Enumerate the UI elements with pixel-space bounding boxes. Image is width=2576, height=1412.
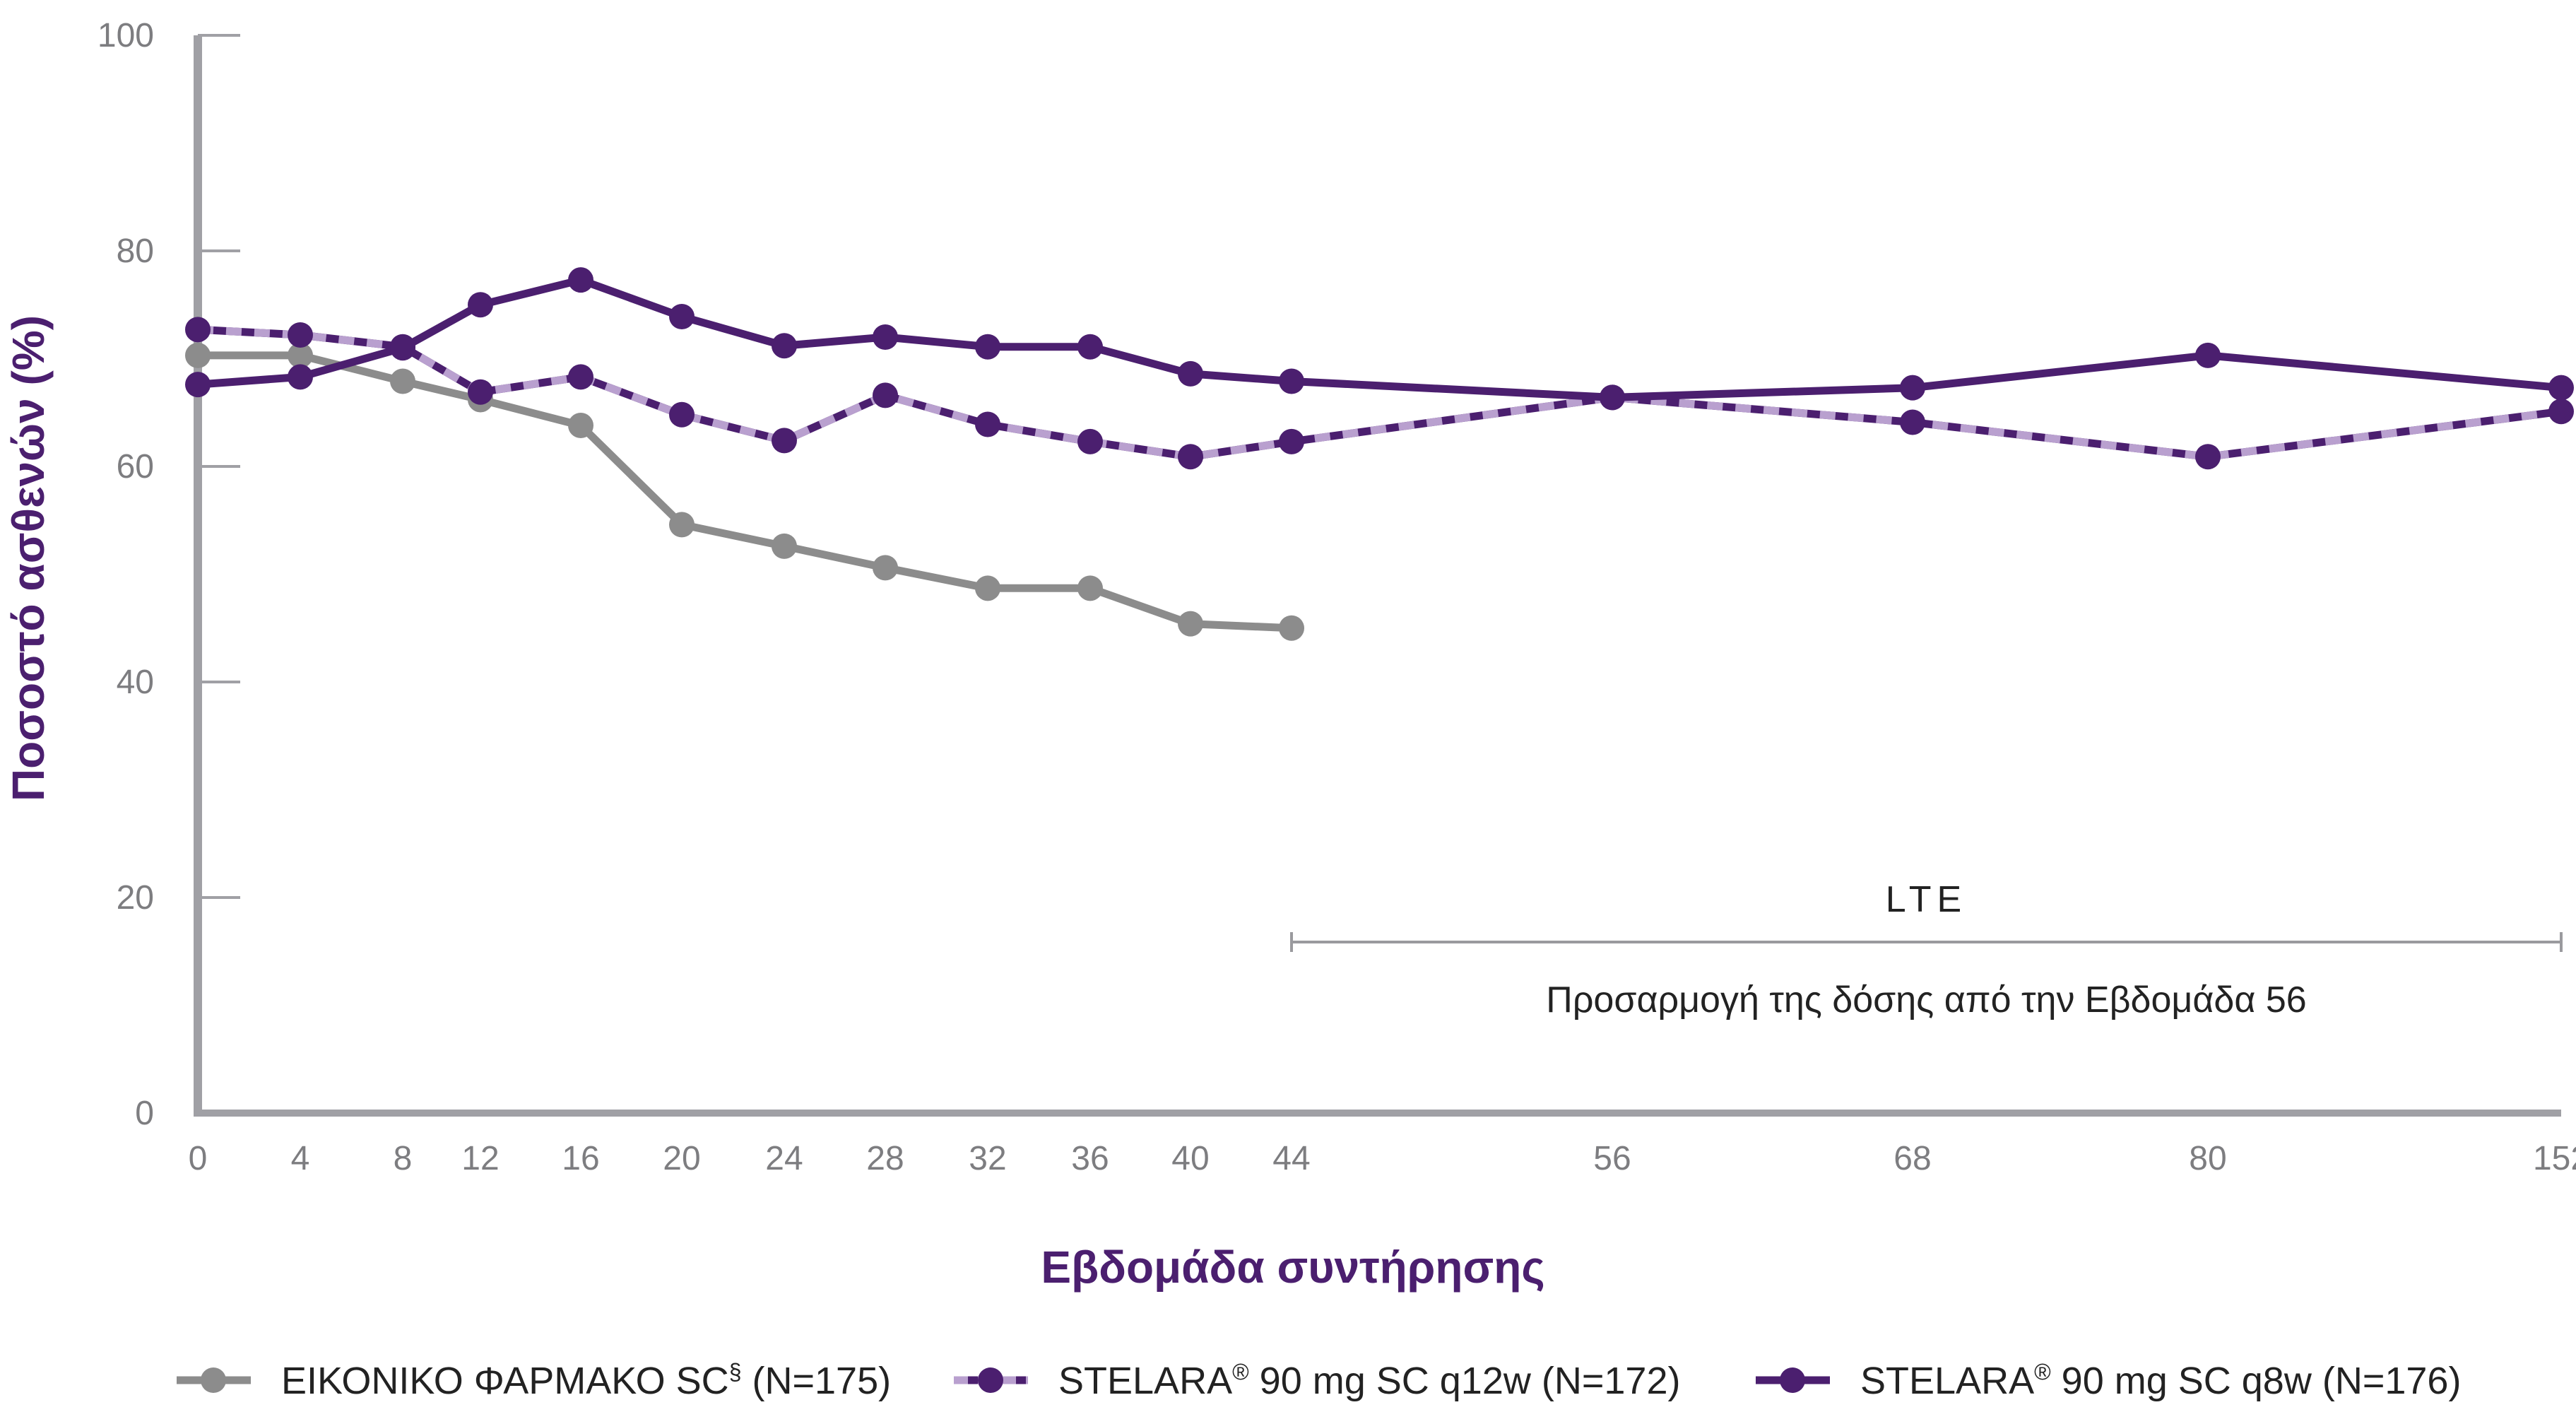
data-point xyxy=(2195,444,2221,470)
data-point xyxy=(1900,375,1925,401)
dose-adjustment-note: Προσαρμογή της δόσης από την Εβδομάδα 56 xyxy=(1546,979,2306,1020)
data-point xyxy=(873,382,898,408)
legend-label-0: ΕΙΚΟΝΙΚΟ ΦΑΡΜΑΚΟ SC§ (N=175) xyxy=(281,1359,891,1402)
legend-item-0: ΕΙΚΟΝΙΚΟ ΦΑΡΜΑΚΟ SC§ (N=175) xyxy=(177,1359,891,1402)
data-point xyxy=(1279,368,1304,394)
x-tick-label-40: 40 xyxy=(1171,1140,1209,1177)
data-point xyxy=(288,364,313,390)
data-point xyxy=(185,342,211,368)
data-point xyxy=(568,413,593,439)
data-point xyxy=(568,267,593,293)
data-point xyxy=(1279,428,1304,454)
data-point xyxy=(568,364,593,390)
x-tick-label-16: 16 xyxy=(562,1140,599,1177)
data-point xyxy=(185,372,211,398)
data-point xyxy=(873,555,898,581)
y-tick-marks xyxy=(198,34,240,899)
data-point xyxy=(975,334,1000,360)
data-point xyxy=(288,342,313,368)
data-point xyxy=(1600,384,1625,411)
x-tick-label-24: 24 xyxy=(765,1140,803,1177)
x-tick-labels: 0 4 8 12 16 20 24 28 32 36 40 44 56 68 80 152 xyxy=(189,1140,2576,1177)
legend-swatch-marker xyxy=(1780,1367,1805,1393)
data-point xyxy=(1077,575,1103,601)
data-point xyxy=(390,335,415,361)
series-layer xyxy=(185,267,2574,641)
x-tick-label-8: 8 xyxy=(394,1140,413,1177)
x-tick-label-152: 152 xyxy=(2533,1140,2576,1177)
legend-label-2: STELARA® 90 mg SC q8w (N=176) xyxy=(1860,1359,2461,1402)
series-2 xyxy=(185,267,2574,411)
data-point xyxy=(669,512,695,538)
data-point xyxy=(772,533,797,559)
data-point xyxy=(185,317,211,343)
y-tick-label-0: 0 xyxy=(135,1095,154,1132)
data-point xyxy=(873,324,898,350)
x-tick-label-0: 0 xyxy=(189,1140,208,1177)
y-tick-label-80: 80 xyxy=(117,233,154,270)
x-tick-label-12: 12 xyxy=(461,1140,499,1177)
x-tick-label-68: 68 xyxy=(1893,1140,1931,1177)
data-point xyxy=(2195,342,2221,368)
data-point xyxy=(1279,615,1304,641)
x-tick-label-36: 36 xyxy=(1071,1140,1109,1177)
data-point xyxy=(468,379,493,405)
legend-item-1: STELARA® 90 mg SC q12w (N=172) xyxy=(954,1359,1680,1402)
data-point xyxy=(288,322,313,348)
lte-annotation: LTE Προσαρμογή της δόσης από την Εβδομάδ… xyxy=(1290,879,2563,1020)
data-point xyxy=(2548,399,2574,425)
legend: ΕΙΚΟΝΙΚΟ ΦΑΡΜΑΚΟ SC§ (N=175) STELARA® 90 … xyxy=(177,1359,2461,1402)
series-line-2 xyxy=(197,276,2562,401)
x-tick-label-28: 28 xyxy=(866,1140,904,1177)
series-line-q12w-dash xyxy=(197,325,2562,461)
data-point xyxy=(772,428,797,454)
data-point xyxy=(975,575,1000,601)
y-tick-label-60: 60 xyxy=(117,448,154,486)
x-tick-label-44: 44 xyxy=(1272,1140,1310,1177)
data-point xyxy=(772,333,797,359)
x-tick-label-32: 32 xyxy=(969,1140,1006,1177)
legend-item-2: STELARA® 90 mg SC q8w (N=176) xyxy=(1756,1359,2461,1402)
data-point xyxy=(1077,334,1103,360)
legend-swatch-marker xyxy=(978,1367,1003,1393)
series-line-0 xyxy=(198,351,1292,633)
data-point xyxy=(1178,611,1203,637)
x-axis-title: Εβδομάδα συντήρησης xyxy=(1041,1242,1544,1293)
data-point xyxy=(2548,375,2574,401)
y-tick-label-40: 40 xyxy=(117,664,154,701)
data-point xyxy=(468,292,493,318)
data-point xyxy=(390,368,415,394)
data-point xyxy=(669,401,695,428)
series-0 xyxy=(185,342,1304,641)
legend-swatch-marker xyxy=(201,1367,226,1393)
data-point xyxy=(669,304,695,330)
data-point xyxy=(1178,444,1203,470)
lte-label: LTE xyxy=(1886,879,1968,920)
x-tick-label-56: 56 xyxy=(1593,1140,1631,1177)
y-tick-label-100: 100 xyxy=(98,17,154,54)
legend-label-1: STELARA® 90 mg SC q12w (N=172) xyxy=(1058,1359,1680,1402)
x-tick-label-20: 20 xyxy=(663,1140,700,1177)
y-tick-label-20: 20 xyxy=(117,879,154,917)
y-tick-labels: 0 20 40 60 80 100 xyxy=(98,17,154,1132)
x-tick-label-4: 4 xyxy=(291,1140,310,1177)
data-point xyxy=(1077,428,1103,454)
y-axis-title: Ποσοστό ασθενών (%) xyxy=(3,315,54,801)
data-point xyxy=(1178,360,1203,387)
x-tick-label-80: 80 xyxy=(2189,1140,2226,1177)
series-1 xyxy=(185,317,2574,470)
data-point xyxy=(975,411,1000,437)
data-point xyxy=(1900,409,1925,435)
